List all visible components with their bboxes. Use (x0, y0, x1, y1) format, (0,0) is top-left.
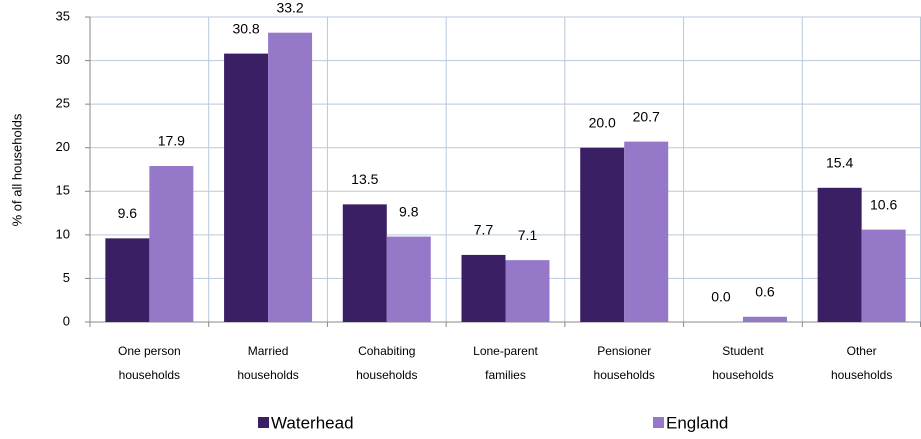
bar (861, 229, 906, 322)
bar (386, 236, 431, 322)
x-tick-label: households (594, 368, 655, 382)
y-tick-label: 5 (63, 270, 70, 285)
bar (505, 260, 550, 322)
data-label: 7.1 (518, 227, 538, 243)
bar (624, 141, 669, 322)
y-tick-label: 30 (56, 52, 70, 67)
bar (580, 147, 625, 322)
bar (224, 53, 269, 322)
x-tick-label: Pensioner (597, 344, 651, 358)
data-label: 20.7 (633, 108, 660, 124)
bar (742, 316, 787, 322)
data-label: 0.0 (711, 289, 731, 305)
x-tick-label: Cohabiting (358, 344, 415, 358)
bar (342, 204, 387, 322)
data-label: 15.4 (826, 155, 853, 171)
x-tick-label: Other (847, 344, 877, 358)
bar (149, 166, 194, 322)
bar (817, 187, 862, 322)
bar (105, 238, 150, 322)
data-label: 30.8 (232, 20, 259, 36)
x-tick-label: Lone-parent (473, 344, 538, 358)
x-tick-label: Married (248, 344, 289, 358)
data-label: 0.6 (755, 283, 775, 299)
data-label: 10.6 (870, 196, 897, 212)
bar (461, 254, 506, 322)
data-label: 17.9 (158, 133, 185, 149)
data-label: 33.2 (276, 0, 303, 15)
x-tick-label: households (831, 368, 892, 382)
x-tick-label: families (485, 368, 526, 382)
y-tick-label: 20 (56, 139, 70, 154)
legend-label: England (666, 413, 728, 432)
x-tick-label: One person (118, 344, 181, 358)
x-tick-label: households (712, 368, 773, 382)
y-tick-label: 10 (56, 226, 70, 241)
x-tick-label: households (119, 368, 180, 382)
data-label: 9.8 (399, 203, 419, 219)
legend-label: Waterhead (271, 413, 354, 432)
x-tick-label: households (237, 368, 298, 382)
bar (268, 32, 313, 322)
y-axis-label: % of all households (9, 113, 24, 226)
data-label: 9.6 (118, 205, 138, 221)
x-tick-label: households (356, 368, 417, 382)
legend-swatch (258, 417, 269, 428)
data-label: 7.7 (474, 222, 494, 238)
legend-swatch (653, 417, 664, 428)
x-tick-label: Student (722, 344, 764, 358)
y-tick-label: 15 (56, 183, 70, 198)
y-tick-label: 0 (63, 313, 70, 328)
y-tick-label: 25 (56, 96, 70, 111)
data-label: 20.0 (589, 114, 616, 130)
data-label: 13.5 (351, 171, 378, 187)
y-tick-label: 35 (56, 8, 70, 23)
